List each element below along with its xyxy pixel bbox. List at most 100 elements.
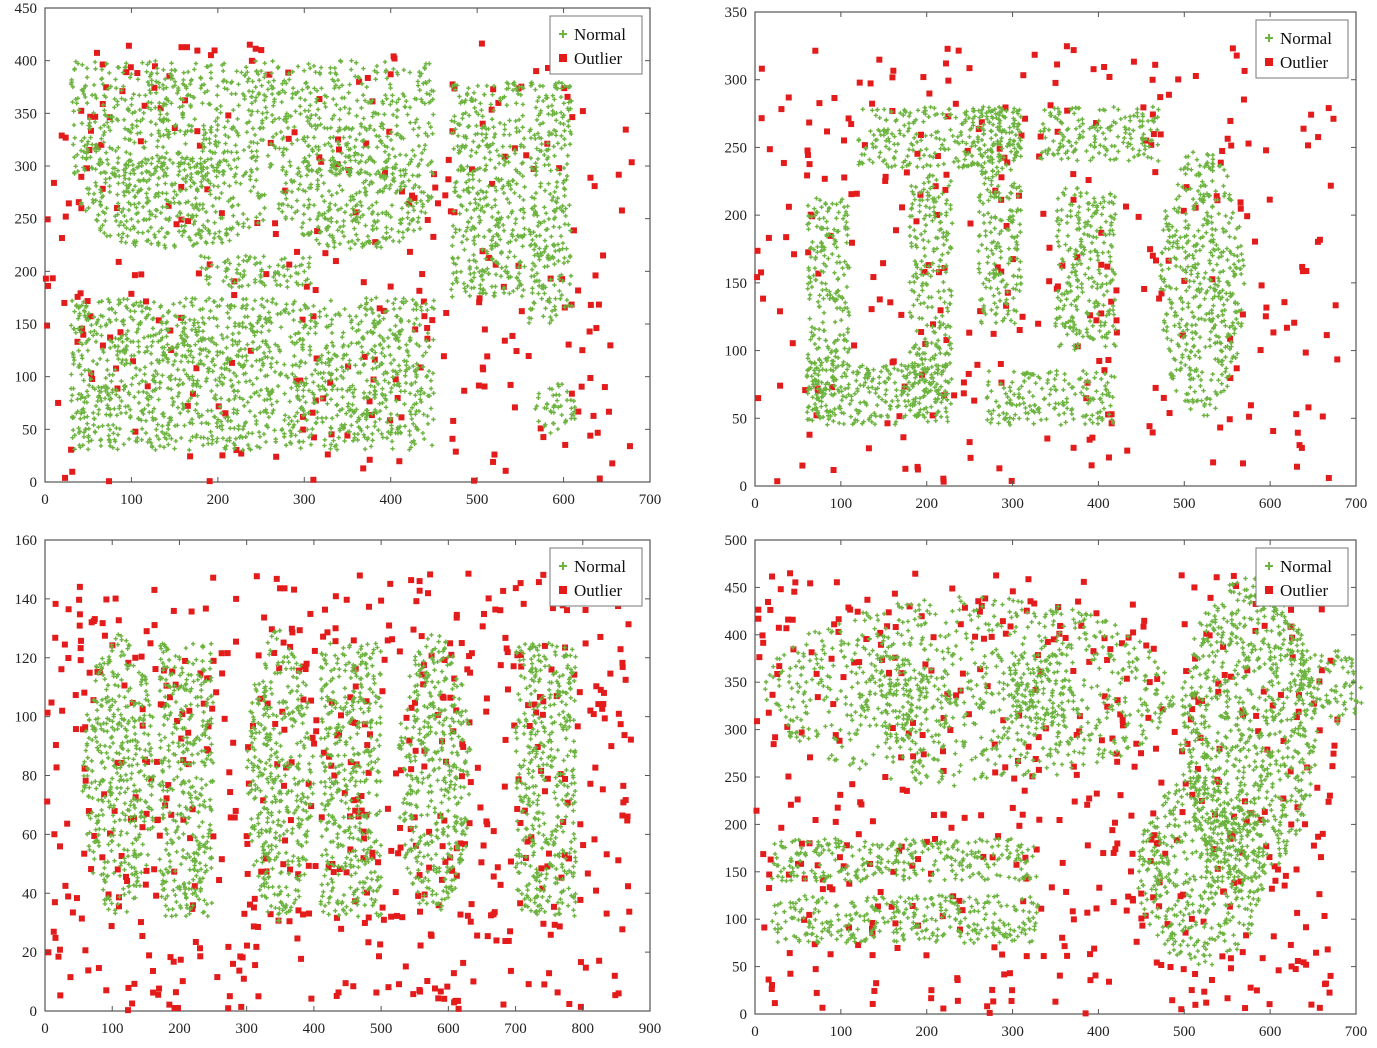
normal-point <box>283 214 288 220</box>
outlier-point <box>248 57 255 64</box>
normal-point <box>274 399 280 404</box>
normal-point <box>248 177 253 182</box>
normal-point <box>406 162 411 167</box>
normal-point <box>79 200 84 205</box>
outlier-point <box>501 337 508 344</box>
outlier-point <box>1229 45 1236 52</box>
normal-point <box>164 127 169 132</box>
normal-point <box>567 281 573 287</box>
normal-point <box>399 135 404 141</box>
normal-point <box>88 135 93 140</box>
normal-point <box>173 376 178 382</box>
normal-point <box>250 382 255 387</box>
outlier-point <box>78 173 85 180</box>
normal-point <box>536 95 542 100</box>
outlier-point <box>495 99 502 106</box>
normal-point <box>426 368 432 374</box>
normal-point <box>236 103 241 108</box>
normal-point <box>312 122 318 128</box>
outlier-point <box>117 329 124 336</box>
normal-point <box>196 230 201 236</box>
normal-point <box>283 443 289 448</box>
normal-point <box>224 158 229 164</box>
normal-point <box>567 142 573 147</box>
normal-point <box>363 190 368 196</box>
normal-point <box>178 333 184 338</box>
normal-point <box>848 414 854 419</box>
normal-point <box>512 254 517 259</box>
normal-point <box>380 101 386 106</box>
normal-point <box>123 161 129 167</box>
normal-point <box>265 298 270 304</box>
normal-point <box>317 241 322 246</box>
normal-point <box>137 107 142 113</box>
scatter-panel-top-right: 0 100 200 300 400 500 600 700050100150200250300… <box>725 5 1368 512</box>
normal-point <box>161 101 167 106</box>
normal-point <box>190 421 195 426</box>
normal-point <box>521 197 526 203</box>
normal-point <box>280 165 286 170</box>
normal-point <box>813 277 818 282</box>
outlier-point <box>1157 131 1164 138</box>
outlier-point <box>1219 147 1226 154</box>
normal-point <box>413 120 418 125</box>
normal-point <box>300 439 306 444</box>
normal-point <box>515 233 520 238</box>
normal-point <box>356 327 361 333</box>
normal-point <box>545 140 551 146</box>
normal-point <box>152 234 158 240</box>
normal-point <box>161 116 167 121</box>
normal-point <box>403 380 409 386</box>
normal-point <box>96 394 101 400</box>
normal-point <box>335 77 341 83</box>
normal-point <box>96 147 102 152</box>
normal-point <box>266 328 272 333</box>
normal-point <box>84 151 89 156</box>
normal-point <box>304 173 310 178</box>
normal-point <box>180 329 186 335</box>
normal-point <box>238 271 243 277</box>
outlier-point <box>366 398 373 405</box>
normal-point <box>517 194 522 199</box>
normal-point <box>139 418 144 423</box>
normal-point <box>484 203 489 208</box>
normal-point <box>364 378 370 383</box>
normal-point <box>559 292 564 298</box>
normal-point <box>560 240 566 246</box>
normal-point <box>374 365 379 370</box>
normal-point <box>214 420 220 426</box>
legend-normal-marker <box>559 30 567 38</box>
normal-point <box>295 410 300 415</box>
normal-point <box>815 299 821 305</box>
normal-point <box>282 256 287 261</box>
normal-point <box>808 254 814 260</box>
normal-point <box>102 108 107 113</box>
normal-point <box>476 233 481 238</box>
normal-point <box>360 412 365 418</box>
outlier-point <box>565 341 572 348</box>
normal-point <box>284 169 289 175</box>
outlier-point <box>605 408 612 415</box>
normal-point <box>421 412 426 417</box>
normal-point <box>252 413 258 419</box>
normal-point <box>398 221 404 226</box>
normal-point <box>821 388 826 393</box>
normal-point <box>203 173 208 178</box>
normal-point <box>268 396 273 402</box>
normal-point <box>108 396 114 401</box>
normal-point <box>307 153 312 158</box>
normal-point <box>104 412 109 417</box>
normal-point <box>356 415 361 420</box>
normal-point <box>285 375 291 380</box>
normal-point <box>468 153 473 159</box>
normal-point <box>384 230 389 235</box>
normal-point <box>835 337 840 342</box>
normal-point <box>558 120 563 126</box>
normal-point <box>176 85 181 91</box>
normal-point <box>260 323 265 329</box>
normal-point <box>157 156 162 161</box>
normal-point <box>166 420 172 425</box>
normal-point <box>315 187 320 192</box>
normal-point <box>838 200 843 205</box>
normal-point <box>142 145 147 150</box>
